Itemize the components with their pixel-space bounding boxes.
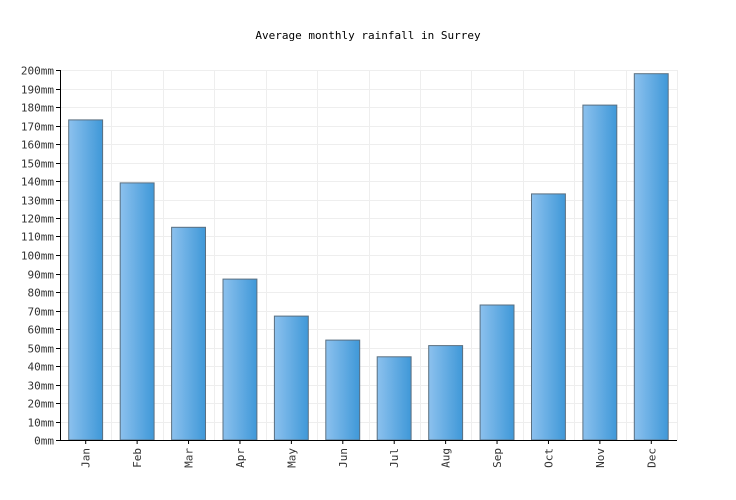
x-tick-label-apr: Apr [234,448,247,468]
bar-dec [633,73,669,441]
bar-sep [479,304,515,441]
y-tick-label: 100mm [21,250,54,263]
y-tick-label: 180mm [21,102,54,115]
y-tick-label: 90mm [28,269,55,282]
y-tick-label: 60mm [28,324,55,337]
y-tick-label: 130mm [21,195,54,208]
y-tick-label: 20mm [28,398,55,411]
chart-title: Average monthly rainfall in Surrey [255,29,481,42]
y-tick-label: 10mm [28,417,55,430]
x-tick-label-oct: Oct [543,448,556,468]
y-tick-label: 80mm [28,287,55,300]
bar-may [273,315,309,441]
x-tick-label-nov: Nov [594,448,607,468]
x-tick-label-dec: Dec [645,448,658,468]
y-tick-label: 40mm [28,361,55,374]
x-axis-ticks: Jan Feb Mar Apr May Jun Jul Aug Sep Oct Nov Dec [80,448,659,468]
bar-feb [119,182,155,441]
bar-jun [325,339,361,441]
x-tick-label-aug: Aug [440,448,453,468]
x-tick-label-jul: Jul [388,448,401,468]
bar-oct [531,193,566,441]
bar-nov [582,104,618,441]
y-tick-label: 50mm [28,343,55,356]
bar-aug [428,345,464,441]
y-axis-ticks: 0mm 10mm 20mm 30mm 40mm 50mm 60mm 70mm 80mm 90mm 1… [21,65,54,448]
y-tick-label: 140mm [21,176,54,189]
x-tick-label-jun: Jun [337,448,350,468]
y-tick-label: 200mm [21,65,54,78]
y-tick-label: 110mm [21,231,54,244]
axes [56,70,677,444]
x-tick-label-mar: Mar [183,448,196,468]
x-tick-label-jan: Jan [80,448,93,468]
x-tick-label-may: May [285,448,298,468]
y-tick-label: 170mm [21,121,54,134]
bar-apr [222,278,258,441]
grid [60,70,678,441]
y-tick-label: 120mm [21,213,54,226]
bar-mar [171,226,207,441]
y-tick-label: 30mm [28,380,55,393]
bars [68,73,669,441]
x-tick-label-feb: Feb [131,448,144,468]
y-tick-label: 160mm [21,139,54,152]
y-tick-label: 0mm [34,435,54,448]
y-tick-label: 190mm [21,84,54,97]
y-tick-label: 150mm [21,158,54,171]
bar-jan [68,119,104,441]
x-tick-label-sep: Sep [491,448,504,468]
bar-jul [376,356,412,441]
y-tick-label: 70mm [28,306,55,319]
